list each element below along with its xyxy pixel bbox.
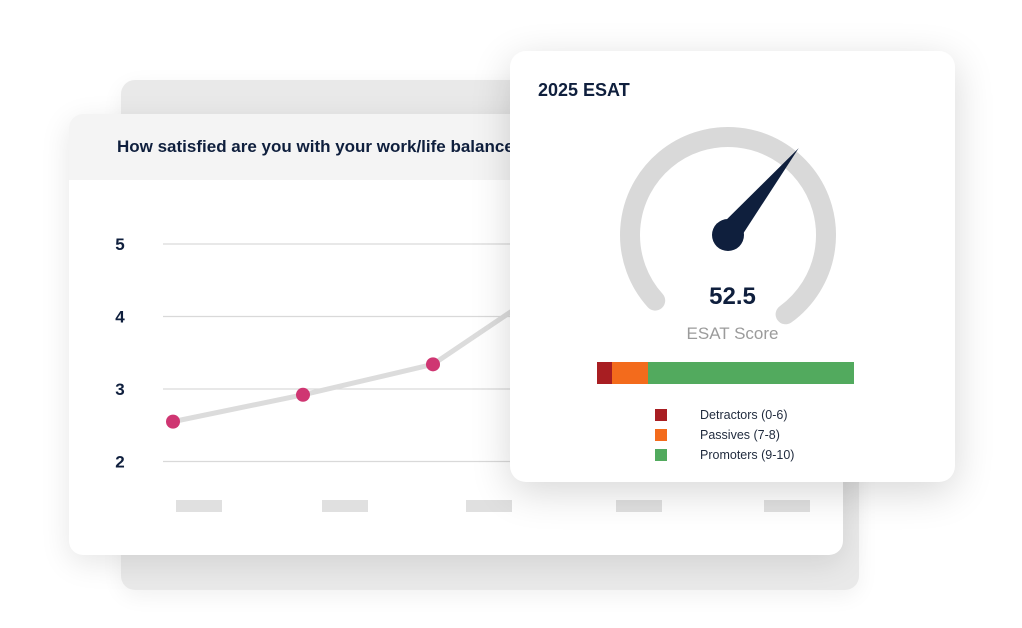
y-tick-label: 2 — [115, 453, 124, 472]
data-point — [296, 387, 310, 402]
esat-score-label: ESAT Score — [686, 324, 779, 343]
esat-score-value: 52.5 — [709, 283, 756, 310]
x-tick-label-placeholder — [176, 500, 222, 512]
question-title: How satisfied are you with your work/lif… — [117, 137, 525, 156]
legend-swatch — [655, 409, 667, 421]
legend-swatch — [655, 449, 667, 461]
y-tick-label: 3 — [115, 380, 124, 399]
data-point — [166, 414, 180, 429]
distribution-segment-passives — [612, 362, 649, 384]
x-tick-label-placeholder — [466, 500, 512, 512]
response-distribution-bar — [597, 362, 854, 384]
x-tick-label-placeholder — [322, 500, 368, 512]
data-point — [426, 357, 440, 372]
x-tick-label-placeholder — [764, 500, 810, 512]
legend-swatch — [655, 429, 667, 441]
series-line — [170, 274, 566, 425]
esat-card: 2025 ESAT 52.5 ESAT Score Detractors (0-… — [510, 51, 955, 482]
gauge-track — [620, 127, 836, 325]
x-tick-label-placeholder — [616, 500, 662, 512]
legend-item: Promoters (9-10) — [655, 445, 794, 465]
y-tick-label: 5 — [115, 235, 124, 254]
legend-item: Detractors (0-6) — [655, 405, 794, 425]
esat-title: 2025 ESAT — [538, 80, 630, 100]
gauge-needle — [712, 148, 799, 251]
distribution-segment-promoters — [648, 362, 854, 384]
legend-label: Promoters (9-10) — [700, 448, 795, 462]
y-tick-label: 4 — [115, 308, 125, 327]
esat-gauge — [620, 127, 836, 325]
distribution-segment-detractors — [597, 362, 613, 384]
legend-label: Passives (7-8) — [700, 428, 780, 442]
distribution-legend: Detractors (0-6) Passives (7-8) Promoters … — [655, 405, 794, 465]
legend-label: Detractors (0-6) — [700, 408, 788, 422]
legend-item: Passives (7-8) — [655, 425, 794, 445]
